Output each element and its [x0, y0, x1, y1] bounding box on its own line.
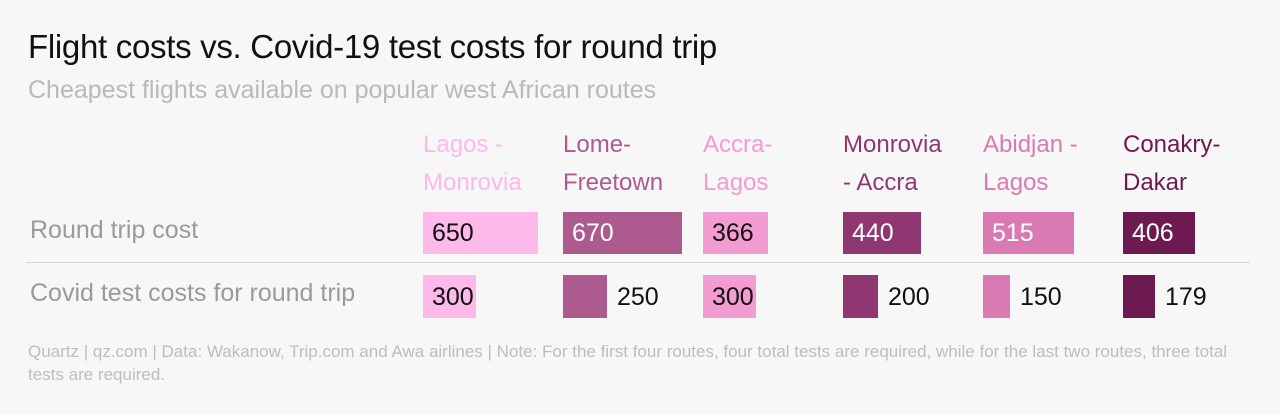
chart-title: Flight costs vs. Covid-19 test costs for… — [28, 28, 717, 65]
row-divider — [26, 262, 1250, 263]
covid-test-label-lome-freetown: 250 — [617, 283, 659, 311]
column-header-conakry-dakar: Conakry- Dakar — [1123, 131, 1221, 196]
flight-cost-label-accra-lagos: 366 — [712, 219, 754, 247]
flight-cost-bar-conakry-dakar — [1123, 212, 1195, 254]
covid-test-label-conakry-dakar: 179 — [1165, 283, 1207, 311]
covid-test-label-monrovia-accra: 200 — [888, 283, 930, 311]
column-header-abidjan-lagos: Abidjan - Lagos — [983, 131, 1078, 196]
flight-cost-bar-accra-lagos — [703, 212, 768, 254]
covid-test-bar-conakry-dakar — [1123, 275, 1155, 318]
covid-test-bar-monrovia-accra — [843, 275, 878, 318]
column-header-accra-lagos: Accra- Lagos — [703, 131, 773, 196]
covid-test-bar-accra-lagos — [703, 275, 756, 318]
covid-test-bar-lome-freetown — [563, 275, 607, 318]
flight-cost-label-lome-freetown: 670 — [572, 219, 614, 247]
column-header-lome-freetown: Lome- Freetown — [563, 131, 664, 196]
covid-test-bar-lagos-monrovia — [423, 275, 476, 318]
column-header-monrovia-accra: Monrovia - Accra — [843, 131, 942, 196]
flight-cost-label-conakry-dakar: 406 — [1132, 219, 1174, 247]
flight-cost-label-abidjan-lagos: 515 — [992, 219, 1034, 247]
source-note: Quartz | qz.com | Data: Wakanow, Trip.co… — [28, 342, 1228, 384]
flight-cost-bar-monrovia-accra — [843, 212, 921, 254]
flight-cost-bar-abidjan-lagos — [983, 212, 1074, 254]
row-label-round-trip: Round trip cost — [30, 216, 199, 244]
column-header-lagos-monrovia: Lagos - Monrovia — [423, 131, 522, 196]
covid-test-label-abidjan-lagos: 150 — [1020, 283, 1062, 311]
row-label-covid-tests: Covid test costs for round trip — [30, 279, 356, 307]
flight-cost-bar-lagos-monrovia — [423, 212, 538, 254]
flight-cost-bar-lome-freetown — [563, 212, 682, 254]
flight-cost-label-monrovia-accra: 440 — [852, 219, 894, 247]
flight-cost-label-lagos-monrovia: 650 — [432, 219, 474, 247]
covid-test-bar-abidjan-lagos — [983, 275, 1010, 318]
chart-subtitle: Cheapest flights available on popular we… — [28, 76, 657, 104]
covid-test-label-accra-lagos: 300 — [712, 283, 754, 311]
covid-test-label-lagos-monrovia: 300 — [432, 283, 474, 311]
